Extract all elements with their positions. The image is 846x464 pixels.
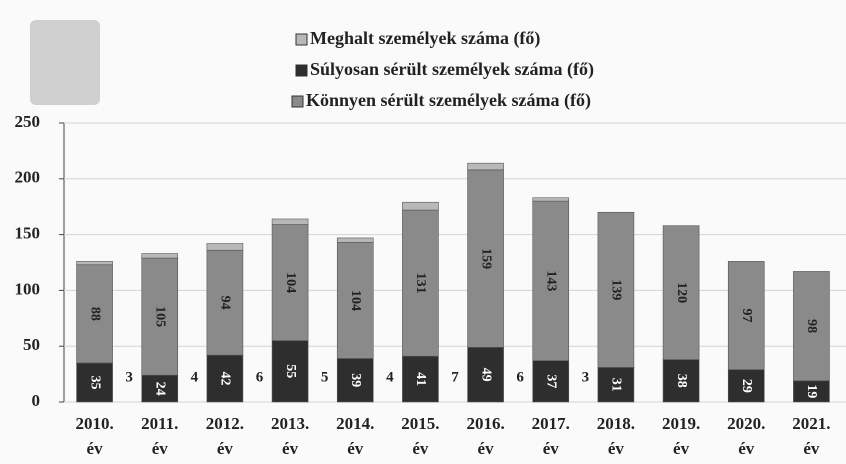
value-label: 98 <box>804 319 819 333</box>
x-tick-label: 2021. <box>792 414 830 433</box>
y-tick-label: 50 <box>23 335 40 354</box>
bar-segment <box>207 244 243 251</box>
x-tick-label: 2020. <box>727 414 765 433</box>
value-label: 24 <box>153 382 168 396</box>
y-tick-label: 150 <box>15 224 41 243</box>
bar-segment <box>533 198 569 201</box>
value-label: 97 <box>739 309 754 323</box>
value-label: 39 <box>348 373 363 387</box>
value-label: 29 <box>739 379 754 393</box>
y-tick-label: 250 <box>15 112 41 131</box>
value-label: 139 <box>609 279 624 300</box>
bar-segment <box>142 254 178 258</box>
value-label: 7 <box>451 369 459 385</box>
x-tick-label: 2013. <box>271 414 309 433</box>
x-tick-label: év <box>803 439 820 458</box>
x-tick-label: év <box>217 439 234 458</box>
y-tick-label: 0 <box>32 391 41 410</box>
value-label: 35 <box>87 375 102 389</box>
value-label: 19 <box>804 384 819 398</box>
bar-segment <box>77 261 113 264</box>
value-label: 4 <box>386 369 394 385</box>
x-tick-label: év <box>543 439 560 458</box>
bar-segment <box>468 163 504 170</box>
value-label: 37 <box>544 374 559 388</box>
value-label: 143 <box>544 270 559 291</box>
x-tick-label: év <box>282 439 299 458</box>
x-tick-label: 2018. <box>597 414 635 433</box>
x-tick-label: 2017. <box>532 414 570 433</box>
y-tick-label: 100 <box>15 279 41 298</box>
x-tick-label: év <box>673 439 690 458</box>
x-tick-label: 2015. <box>401 414 439 433</box>
y-tick-label: 200 <box>15 168 41 187</box>
value-label: 104 <box>283 272 298 293</box>
value-label: 41 <box>413 372 428 386</box>
value-label: 49 <box>478 368 493 382</box>
chart: 0 50 100 150 200 250 Meghalt személyek száma (… <box>0 0 846 464</box>
x-tick-label: év <box>478 439 495 458</box>
x-tick-label: 2014. <box>336 414 374 433</box>
value-label: 105 <box>153 306 168 327</box>
value-label: 6 <box>516 369 524 385</box>
value-label: 5 <box>321 369 329 385</box>
x-tick-label: év <box>608 439 625 458</box>
bar-segment <box>402 202 438 210</box>
value-label: 88 <box>87 307 102 321</box>
x-tick-label: év <box>347 439 364 458</box>
x-tick-label: év <box>87 439 104 458</box>
value-label: 94 <box>218 296 233 310</box>
value-label: 6 <box>256 369 264 385</box>
value-label: 31 <box>609 378 624 392</box>
bar-segment <box>272 219 308 225</box>
x-tick-label: 2016. <box>466 414 504 433</box>
value-label: 3 <box>582 369 590 385</box>
legend-label: Könnyen sérült személyek száma (fő) <box>306 90 591 111</box>
bar-segment <box>337 238 373 242</box>
value-label: 104 <box>348 290 363 311</box>
x-tick-label: év <box>412 439 429 458</box>
value-label: 131 <box>413 273 428 294</box>
x-tick-label: év <box>738 439 755 458</box>
logo <box>30 20 100 105</box>
legend-label: Meghalt személyek száma (fő) <box>310 28 540 49</box>
value-label: 38 <box>674 374 689 388</box>
value-label: 42 <box>218 372 233 386</box>
value-label: 4 <box>191 369 199 385</box>
value-label: 3 <box>125 369 133 385</box>
legend-swatch <box>296 34 307 45</box>
x-tick-label: 2012. <box>206 414 244 433</box>
x-tick-label: 2019. <box>662 414 700 433</box>
value-label: 55 <box>283 364 298 378</box>
x-tick-label: 2011. <box>141 414 178 433</box>
value-label: 159 <box>478 248 493 269</box>
value-label: 120 <box>674 282 689 303</box>
legend-label: Súlyosan sérült személyek száma (fő) <box>310 59 594 80</box>
x-tick-label: év <box>152 439 169 458</box>
legend-swatch <box>296 65 307 76</box>
legend-swatch <box>292 96 303 107</box>
x-tick-label: 2010. <box>75 414 113 433</box>
